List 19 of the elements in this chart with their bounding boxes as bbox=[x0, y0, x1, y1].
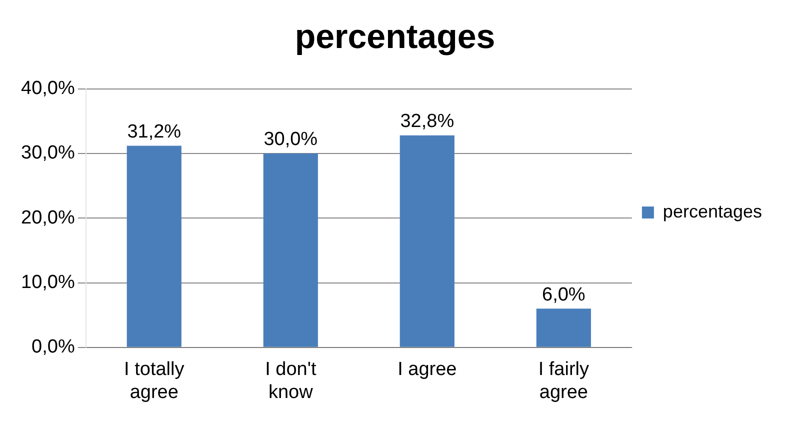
bar bbox=[126, 146, 182, 347]
x-tick-label: I totally agree bbox=[124, 359, 185, 403]
data-label: 31,2% bbox=[127, 121, 182, 142]
chart-title: percentages bbox=[294, 18, 496, 56]
y-tick-label: 0,0% bbox=[32, 336, 75, 358]
y-tick-label: 20,0% bbox=[21, 207, 75, 228]
y-tick-label: 10,0% bbox=[21, 272, 75, 293]
bar bbox=[400, 135, 454, 347]
y-tick-label: 30,0% bbox=[21, 142, 75, 164]
y-tick-label: 40,0% bbox=[21, 78, 75, 100]
bar bbox=[536, 308, 591, 347]
bar bbox=[263, 153, 318, 347]
x-tick-label: I fairly agree bbox=[538, 359, 590, 403]
data-label: 6,0% bbox=[542, 284, 586, 306]
data-label: 30,0% bbox=[264, 129, 318, 150]
legend-label: percentages bbox=[662, 201, 762, 222]
x-tick-label: I agree bbox=[398, 359, 457, 380]
data-label: 32,8% bbox=[400, 111, 454, 132]
x-tick-label: I don't know bbox=[265, 359, 317, 403]
